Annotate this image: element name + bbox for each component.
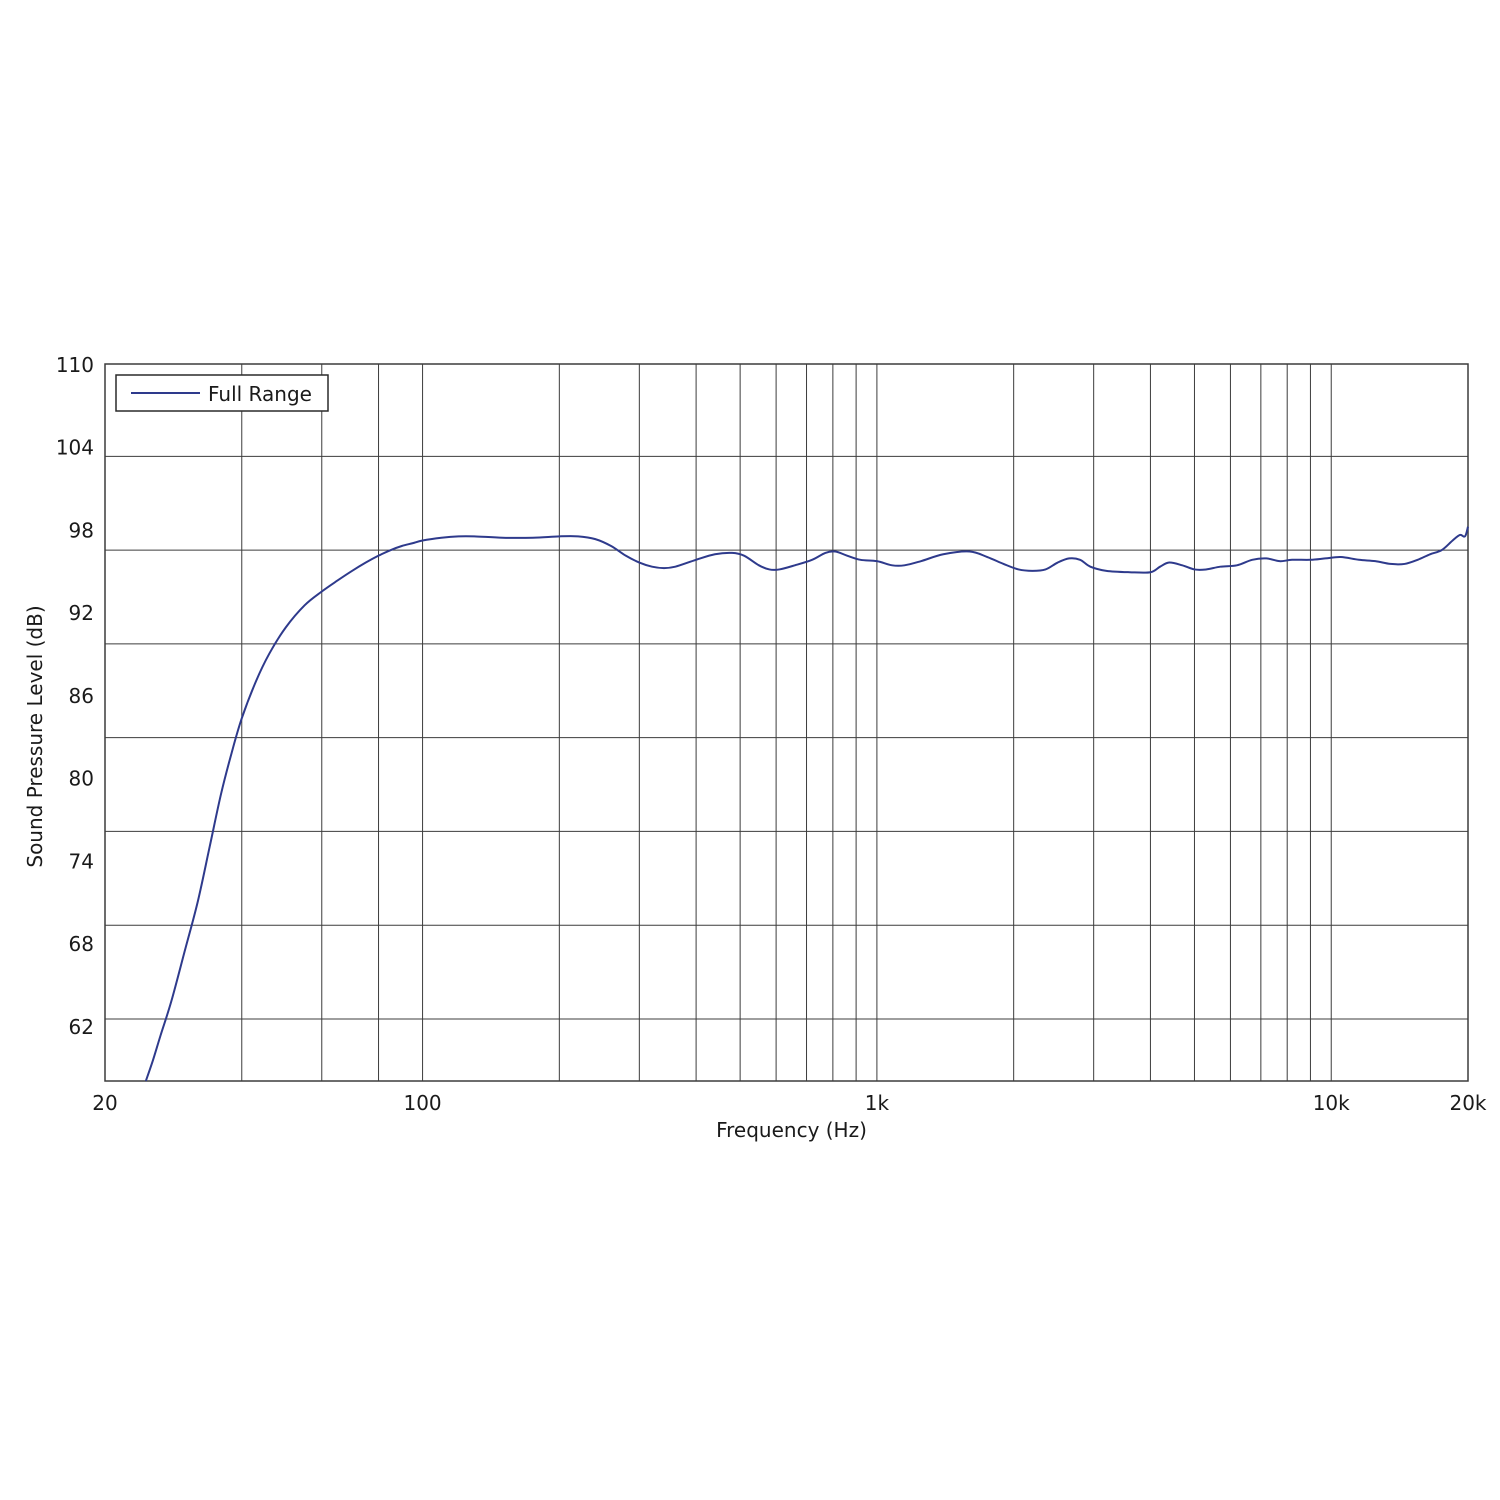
gridlines — [105, 364, 1468, 1081]
x-tick-label: 100 — [403, 1091, 441, 1115]
y-tick-label: 80 — [69, 767, 94, 791]
x-axis-title: Frequency (Hz) — [716, 1118, 867, 1142]
x-tick-label: 20k — [1449, 1091, 1486, 1115]
y-tick-label: 98 — [69, 518, 94, 542]
y-axis-title: Sound Pressure Level (dB) — [23, 605, 47, 867]
series-layer — [144, 526, 1469, 1082]
x-tick-label: 10k — [1313, 1091, 1350, 1115]
x-axis-ticks: 20 100 1k 10k 20k — [92, 1091, 1487, 1115]
y-tick-label: 86 — [69, 684, 94, 708]
y-tick-label: 74 — [69, 849, 94, 873]
y-tick-label: 68 — [69, 932, 94, 956]
x-tick-label: 20 — [92, 1091, 117, 1115]
y-tick-label: 92 — [69, 601, 94, 625]
y-tick-label: 110 — [56, 353, 94, 377]
legend: Full Range — [115, 374, 329, 412]
plot-frame — [104, 363, 1469, 1082]
legend-label-full-range: Full Range — [208, 382, 312, 406]
y-axis-ticks: 110 104 98 92 86 80 74 68 62 — [56, 353, 94, 1039]
x-tick-label: 1k — [865, 1091, 890, 1115]
y-tick-label: 62 — [69, 1015, 94, 1039]
series-line-full-range — [144, 526, 1469, 1082]
y-tick-label: 104 — [56, 436, 94, 460]
